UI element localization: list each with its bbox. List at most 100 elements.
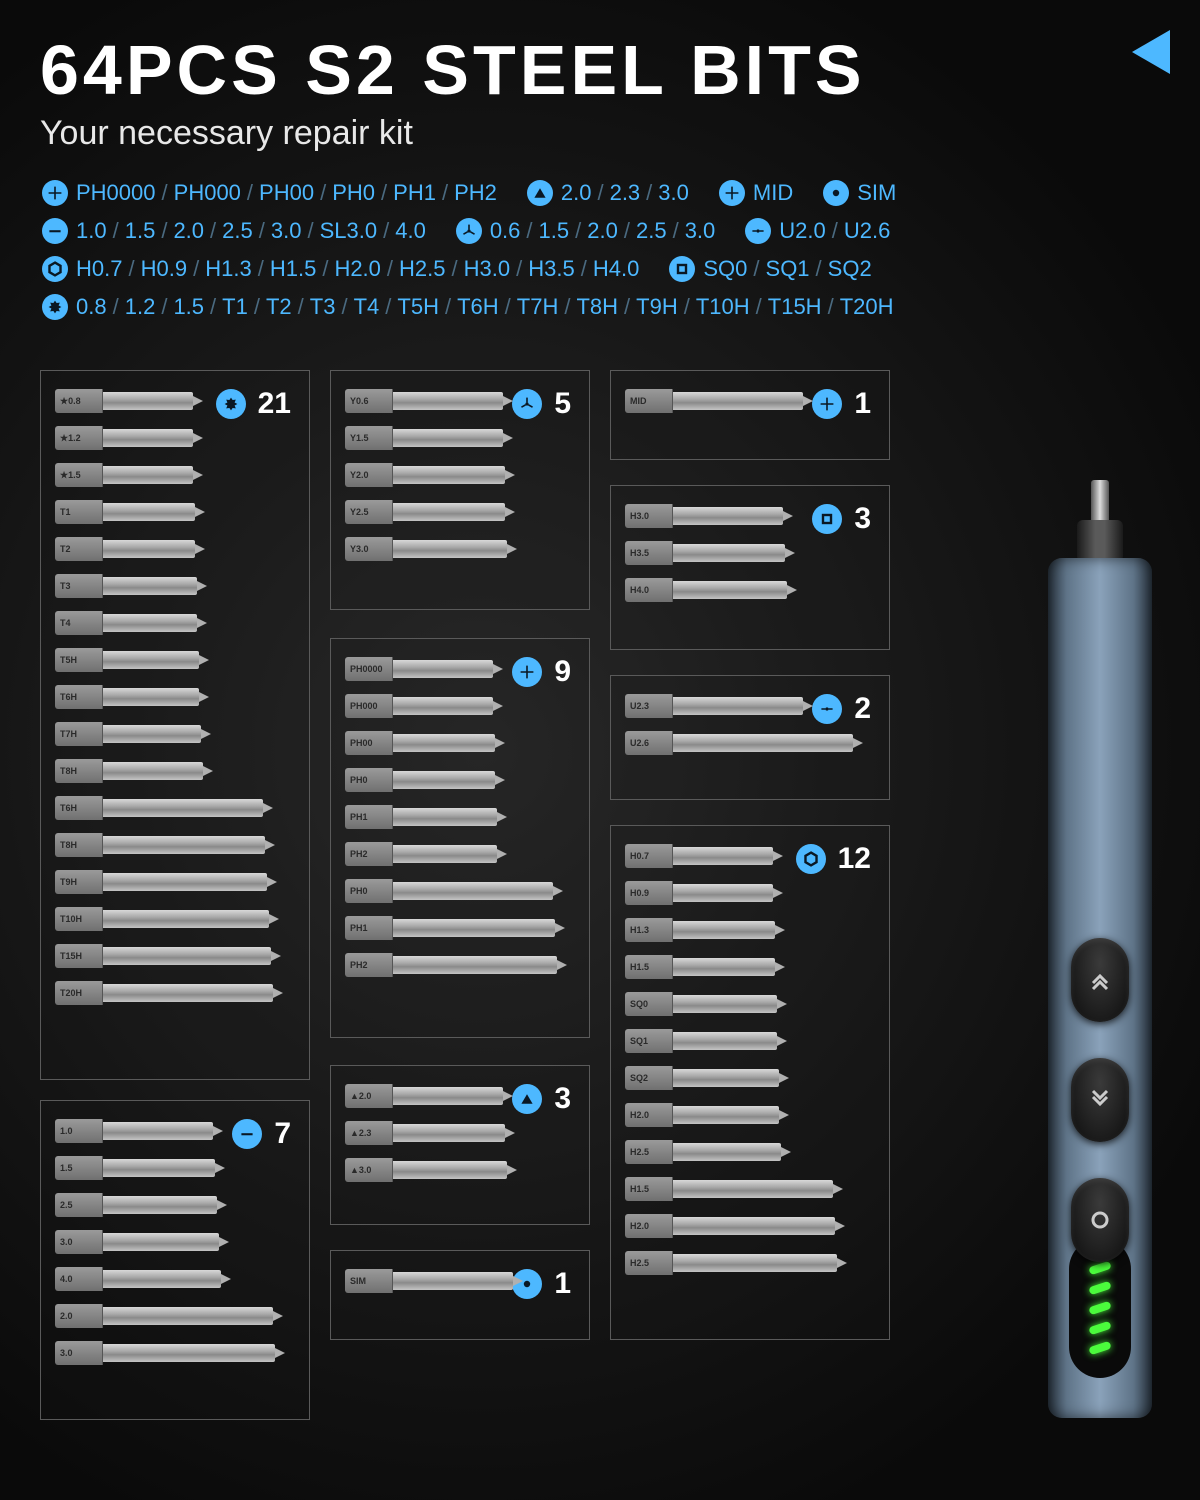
bit-shaft bbox=[103, 614, 197, 632]
spec-value: 2.5 bbox=[636, 217, 667, 245]
bit-shaft bbox=[673, 921, 775, 939]
bit-label: 1.0 bbox=[55, 1119, 103, 1143]
driver-collar bbox=[1077, 520, 1123, 562]
group-count: 12 bbox=[838, 842, 871, 876]
bit-label: Y0.6 bbox=[345, 389, 393, 413]
bit-item: ▲2.3 bbox=[345, 1117, 575, 1149]
bit-label: PH0 bbox=[345, 879, 393, 903]
group-count: 2 bbox=[854, 692, 871, 726]
spec-value: 2.0 bbox=[587, 217, 618, 245]
spec-value: T2 bbox=[266, 293, 292, 321]
bit-group-ubit: 2 U2.3 U2.6 bbox=[610, 675, 890, 800]
spec-value: PH0 bbox=[332, 179, 375, 207]
bit-shaft bbox=[673, 734, 853, 752]
bit-shaft bbox=[393, 956, 557, 974]
bit-label: PH000 bbox=[345, 694, 393, 718]
spec-value: 0.6 bbox=[490, 217, 521, 245]
driver-tip bbox=[1091, 480, 1109, 525]
bit-shaft bbox=[673, 1217, 835, 1235]
bit-item: H2.0 bbox=[625, 1099, 875, 1131]
bit-label: ★1.5 bbox=[55, 463, 103, 487]
driver-down-button[interactable] bbox=[1071, 1058, 1129, 1142]
spec-value: U2.0 bbox=[779, 217, 825, 245]
driver-circle-button[interactable] bbox=[1071, 1178, 1129, 1262]
group-count: 3 bbox=[854, 502, 871, 536]
bit-group-square: 3H3.0H3.5H4.0 bbox=[610, 485, 890, 650]
bit-item: SQ2 bbox=[625, 1062, 875, 1094]
triangle-icon bbox=[527, 180, 553, 206]
bit-shaft bbox=[103, 1233, 219, 1251]
phillips-icon bbox=[719, 180, 745, 206]
spec-value: 0.8 bbox=[76, 293, 107, 321]
bit-item: T6H bbox=[55, 792, 295, 824]
spec-value: T20H bbox=[840, 293, 894, 321]
bit-item: T1 bbox=[55, 496, 295, 528]
separator: / bbox=[442, 179, 448, 207]
separator: / bbox=[575, 217, 581, 245]
spec-value: H4.0 bbox=[593, 255, 639, 283]
spec-value: 1.0 bbox=[76, 217, 107, 245]
bit-item: H1.3 bbox=[625, 914, 875, 946]
spec-line: 0.8 / 1.2 / 1.5 / T1 / T2 / T3 / T4 / T5… bbox=[42, 293, 1160, 321]
bit-shaft bbox=[103, 1344, 275, 1362]
led-indicator bbox=[1088, 1341, 1111, 1355]
bit-label: 2.5 bbox=[55, 1193, 103, 1217]
bit-item: PH0 bbox=[345, 875, 575, 907]
bit-item: PH00 bbox=[345, 727, 575, 759]
bit-shaft bbox=[103, 1196, 217, 1214]
bit-label: U2.6 bbox=[625, 731, 673, 755]
bit-shaft bbox=[673, 1180, 833, 1198]
bit-label: H2.5 bbox=[625, 1251, 673, 1275]
separator: / bbox=[381, 179, 387, 207]
bit-shaft bbox=[393, 540, 507, 558]
bit-item: PH1 bbox=[345, 912, 575, 944]
bit-shaft bbox=[673, 392, 803, 410]
bit-item: PH000 bbox=[345, 690, 575, 722]
spec-value: T8H bbox=[576, 293, 618, 321]
bit-item: T4 bbox=[55, 607, 295, 639]
bit-group-triwing: 5Y0.6Y1.5Y2.0Y2.5Y3.0 bbox=[330, 370, 590, 610]
separator: / bbox=[259, 217, 265, 245]
bit-shaft bbox=[393, 503, 505, 521]
bit-item: ★1.2 bbox=[55, 422, 295, 454]
page-title: 64PCS S2 STEEL BITS bbox=[40, 30, 1160, 110]
driver-up-button[interactable] bbox=[1071, 938, 1129, 1022]
bit-item: PH0 bbox=[345, 764, 575, 796]
bit-shaft bbox=[393, 1124, 505, 1142]
separator: / bbox=[128, 255, 134, 283]
bit-item: Y3.0 bbox=[345, 533, 575, 565]
separator: / bbox=[445, 293, 451, 321]
bit-label: H3.5 bbox=[625, 541, 673, 565]
bit-label: H1.5 bbox=[625, 1177, 673, 1201]
bit-item: H3.5 bbox=[625, 537, 875, 569]
group-badge: 2 bbox=[812, 692, 871, 726]
bit-shaft bbox=[393, 697, 493, 715]
bit-shaft bbox=[103, 836, 265, 854]
slot-icon bbox=[232, 1119, 262, 1149]
separator: / bbox=[684, 293, 690, 321]
bit-item: 4.0 bbox=[55, 1263, 295, 1295]
square-icon bbox=[669, 256, 695, 282]
bit-item: T8H bbox=[55, 829, 295, 861]
spec-value: SL3.0 bbox=[320, 217, 378, 245]
separator: / bbox=[247, 179, 253, 207]
separator: / bbox=[673, 217, 679, 245]
bit-shaft bbox=[103, 540, 195, 558]
bit-shaft bbox=[103, 1159, 215, 1177]
bit-group-sim: 1SIM bbox=[330, 1250, 590, 1340]
bit-shaft bbox=[103, 1270, 221, 1288]
separator: / bbox=[516, 255, 522, 283]
spec-value: T5H bbox=[397, 293, 439, 321]
bit-label: T8H bbox=[55, 833, 103, 857]
bit-item: H2.0 bbox=[625, 1210, 875, 1242]
bit-label: H0.9 bbox=[625, 881, 673, 905]
bit-label: T1 bbox=[55, 500, 103, 524]
bit-shaft bbox=[673, 1106, 779, 1124]
bit-label: PH00 bbox=[345, 731, 393, 755]
bit-label: H3.0 bbox=[625, 504, 673, 528]
group-badge: 3 bbox=[512, 1082, 571, 1116]
bit-label: U2.3 bbox=[625, 694, 673, 718]
bit-item: T6H bbox=[55, 681, 295, 713]
spec-value: 1.2 bbox=[125, 293, 156, 321]
separator: / bbox=[646, 179, 652, 207]
